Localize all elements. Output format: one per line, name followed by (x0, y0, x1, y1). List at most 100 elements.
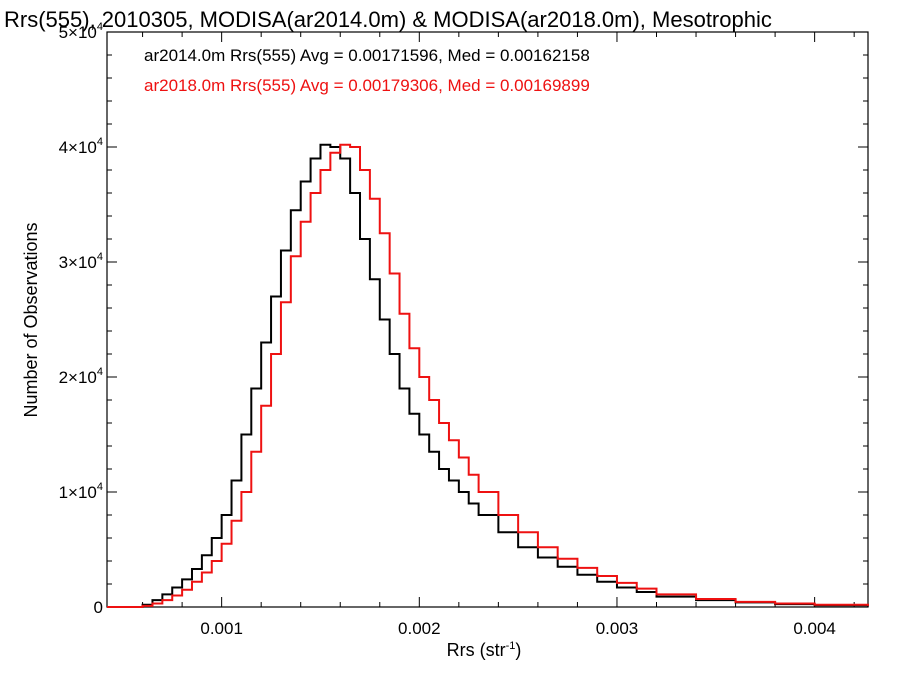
series-1-point (695, 598, 697, 600)
series-1-point (106, 606, 108, 608)
series-0-point (320, 144, 322, 146)
series-1-point (438, 422, 440, 424)
series-1-point (339, 144, 341, 146)
series-0-point (211, 537, 213, 539)
series-1-point (300, 221, 302, 223)
series-1-point (596, 575, 598, 577)
series-0-point (310, 158, 312, 160)
series-1-point (320, 169, 322, 171)
series-0-point (280, 250, 282, 252)
y-tick-label: 0 (94, 598, 103, 617)
x-tick-label: 0.001 (200, 619, 243, 638)
series-0-point (250, 388, 252, 390)
y-tick-label: 2×104 (59, 366, 103, 387)
series-0-point (428, 451, 430, 453)
x-axis-label: Rrs (str-1) (447, 640, 522, 660)
legend-entry-0: ar2014.0m Rrs(555) Avg = 0.00171596, Med… (144, 46, 590, 65)
series-1-point (774, 603, 776, 605)
series-1-point (122, 606, 124, 608)
y-tick-exponent: 4 (97, 136, 103, 148)
series-0-point (231, 480, 233, 482)
series-0-point (181, 579, 183, 581)
series-0-point (409, 413, 411, 415)
x-tick-label: 0.002 (398, 619, 441, 638)
series-1-point (231, 520, 233, 522)
series-0-point (221, 514, 223, 516)
series-0-point (330, 146, 332, 148)
series-1-point (330, 152, 332, 154)
y-tick-label: 4×104 (59, 136, 103, 157)
y-tick-exponent: 4 (97, 366, 103, 378)
series-0-point (201, 554, 203, 556)
x-axis-label-main: Rrs (str (447, 640, 506, 660)
series-1-point (468, 474, 470, 476)
series-0-point (162, 594, 164, 596)
series-1-point (310, 192, 312, 194)
series-0-point (636, 591, 638, 593)
series-0-point (300, 181, 302, 183)
series-1-point (359, 169, 361, 171)
series-0-point (448, 480, 450, 482)
series-0-point (577, 574, 579, 576)
series-1-point (389, 273, 391, 275)
series-1-point (211, 560, 213, 562)
x-tick-label: 0.003 (596, 619, 639, 638)
chart-title: Rrs(555), 2010305, MODISA(ar2014.0m) & M… (4, 7, 772, 32)
series-1-point (290, 255, 292, 257)
series-0-point (349, 192, 351, 194)
series-0-point (458, 491, 460, 493)
series-0-point (369, 278, 371, 280)
series-1-point (636, 588, 638, 590)
series-1-point (201, 572, 203, 574)
y-tick-mantissa: 2×10 (59, 368, 97, 387)
legend-entry-1: ar2018.0m Rrs(555) Avg = 0.00179306, Med… (144, 76, 590, 95)
y-tick-mantissa: 4×10 (59, 138, 97, 157)
y-tick-mantissa: 1×10 (59, 483, 97, 502)
series-1-point (221, 543, 223, 545)
series-1-point (577, 567, 579, 569)
series-1-point (241, 491, 243, 493)
series-1-point (498, 514, 500, 516)
series-1-point (867, 605, 869, 607)
series-0-point (290, 209, 292, 211)
y-tick-label: 1×104 (59, 481, 103, 502)
series-1-point (162, 599, 164, 601)
series-0-point (557, 566, 559, 568)
series-1-point (369, 198, 371, 200)
x-axis-label-end: ) (515, 640, 521, 660)
y-tick-label: 5×104 (59, 21, 103, 42)
series-1-point (428, 399, 430, 401)
series-0-point (379, 319, 381, 321)
series-1-point (399, 313, 401, 315)
y-tick-exponent: 4 (97, 21, 103, 33)
series-0-point (419, 434, 421, 436)
series-0-point (152, 599, 154, 601)
series-0-point (537, 557, 539, 559)
series-1-point (814, 604, 816, 606)
legend: ar2014.0m Rrs(555) Avg = 0.00171596, Med… (144, 46, 590, 95)
series-1-point (537, 546, 539, 548)
y-tick-mantissa: 0 (94, 598, 103, 617)
series-1-point (191, 581, 193, 583)
series-0-point (656, 596, 658, 598)
series-line-0 (107, 143, 869, 608)
series-0-point (359, 238, 361, 240)
series-1-point (557, 558, 559, 560)
x-axis-label-sup: -1 (506, 640, 516, 652)
series-0-point (438, 468, 440, 470)
series-0-point (191, 568, 193, 570)
series-0-point (270, 296, 272, 298)
series-1-point (616, 582, 618, 584)
series-1-point (458, 457, 460, 459)
y-tick-mantissa: 3×10 (59, 253, 97, 272)
series-1-point (349, 146, 351, 148)
series-1-point (142, 605, 144, 607)
series-0-point (389, 353, 391, 355)
series-1-point (171, 595, 173, 597)
series-0-point (468, 503, 470, 505)
series-1-point (656, 594, 658, 596)
series-0-point (517, 546, 519, 548)
series-1-point (181, 589, 183, 591)
series-1-point (409, 347, 411, 349)
